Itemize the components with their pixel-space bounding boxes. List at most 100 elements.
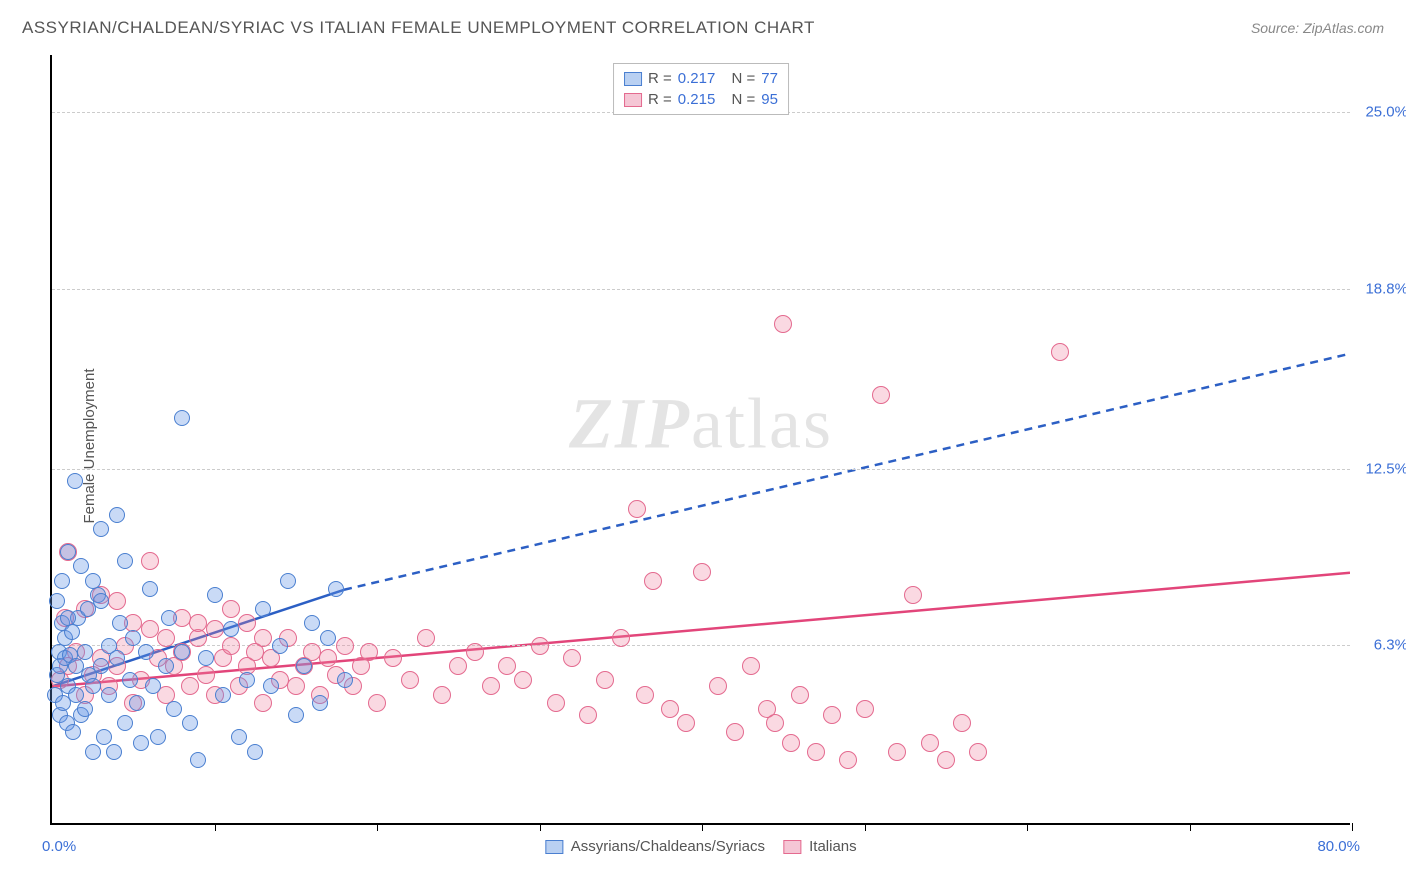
scatter-point-a — [112, 615, 128, 631]
x-tick — [215, 823, 216, 831]
scatter-point-b — [888, 743, 906, 761]
scatter-point-b — [596, 671, 614, 689]
scatter-point-b — [254, 629, 272, 647]
scatter-point-a — [129, 695, 145, 711]
scatter-point-a — [109, 507, 125, 523]
scatter-point-a — [85, 744, 101, 760]
series-a-name: Assyrians/Chaldeans/Syriacs — [571, 838, 765, 855]
scatter-point-a — [67, 473, 83, 489]
x-tick — [540, 823, 541, 831]
scatter-point-a — [158, 658, 174, 674]
scatter-point-a — [85, 678, 101, 694]
x-axis-max-label: 80.0% — [1317, 838, 1360, 855]
x-tick — [1352, 823, 1353, 831]
scatter-point-b — [677, 714, 695, 732]
scatter-point-b — [449, 657, 467, 675]
r-label-a: R = — [648, 70, 672, 87]
correlation-legend: R = 0.217 N = 77 R = 0.215 N = 95 — [613, 63, 789, 115]
scatter-point-b — [287, 677, 305, 695]
x-tick — [1190, 823, 1191, 831]
scatter-point-b — [360, 643, 378, 661]
scatter-point-b — [1051, 343, 1069, 361]
legend-row-series-b: R = 0.215 N = 95 — [624, 89, 778, 110]
y-tick-label: 12.5% — [1365, 460, 1406, 477]
scatter-point-a — [272, 638, 288, 654]
scatter-point-a — [190, 752, 206, 768]
scatter-point-a — [125, 630, 141, 646]
scatter-point-b — [823, 706, 841, 724]
x-axis-min-label: 0.0% — [42, 838, 76, 855]
trendlines-svg — [52, 55, 1350, 823]
scatter-point-a — [138, 644, 154, 660]
legend-row-series-a: R = 0.217 N = 77 — [624, 68, 778, 89]
scatter-point-b — [579, 706, 597, 724]
scatter-point-b — [466, 643, 484, 661]
series-legend: Assyrians/Chaldeans/Syriacs Italians — [545, 838, 856, 855]
scatter-point-a — [54, 573, 70, 589]
scatter-point-b — [791, 686, 809, 704]
scatter-point-b — [433, 686, 451, 704]
scatter-point-b — [547, 694, 565, 712]
trendline — [344, 354, 1350, 590]
scatter-point-a — [247, 744, 263, 760]
x-tick — [865, 823, 866, 831]
scatter-point-b — [904, 586, 922, 604]
scatter-point-a — [328, 581, 344, 597]
scatter-point-b — [563, 649, 581, 667]
r-value-a: 0.217 — [678, 70, 716, 87]
watermark-atlas: atlas — [691, 383, 833, 463]
scatter-point-a — [60, 610, 76, 626]
scatter-point-a — [255, 601, 271, 617]
scatter-point-b — [726, 723, 744, 741]
scatter-point-a — [93, 593, 109, 609]
scatter-point-b — [222, 600, 240, 618]
scatter-point-a — [166, 701, 182, 717]
scatter-point-a — [117, 553, 133, 569]
n-label-b: N = — [732, 91, 756, 108]
swatch-series-a — [624, 72, 642, 86]
watermark: ZIPatlas — [569, 382, 833, 465]
r-value-b: 0.215 — [678, 91, 716, 108]
scatter-point-a — [77, 701, 93, 717]
plot-area: ZIPatlas R = 0.217 N = 77 R = 0.215 N = … — [50, 55, 1350, 825]
scatter-point-a — [73, 558, 89, 574]
scatter-point-a — [215, 687, 231, 703]
scatter-point-a — [60, 544, 76, 560]
scatter-point-a — [96, 729, 112, 745]
series-b-name: Italians — [809, 838, 857, 855]
scatter-point-a — [239, 672, 255, 688]
scatter-point-a — [223, 621, 239, 637]
scatter-point-b — [953, 714, 971, 732]
scatter-point-b — [839, 751, 857, 769]
scatter-point-b — [661, 700, 679, 718]
scatter-point-b — [401, 671, 419, 689]
gridline — [52, 469, 1350, 470]
scatter-point-b — [969, 743, 987, 761]
scatter-point-a — [133, 735, 149, 751]
scatter-point-a — [109, 650, 125, 666]
scatter-point-b — [368, 694, 386, 712]
scatter-point-b — [238, 614, 256, 632]
scatter-point-b — [206, 620, 224, 638]
scatter-point-b — [254, 694, 272, 712]
n-value-a: 77 — [761, 70, 778, 87]
x-tick — [1027, 823, 1028, 831]
scatter-point-b — [319, 649, 337, 667]
scatter-point-a — [337, 672, 353, 688]
scatter-point-b — [108, 592, 126, 610]
scatter-point-b — [856, 700, 874, 718]
scatter-point-a — [312, 695, 328, 711]
scatter-point-a — [77, 644, 93, 660]
scatter-point-b — [141, 620, 159, 638]
n-value-b: 95 — [761, 91, 778, 108]
scatter-point-b — [181, 677, 199, 695]
scatter-point-b — [644, 572, 662, 590]
scatter-point-a — [117, 715, 133, 731]
n-label-a: N = — [732, 70, 756, 87]
scatter-point-a — [296, 658, 312, 674]
chart-title: ASSYRIAN/CHALDEAN/SYRIAC VS ITALIAN FEMA… — [22, 18, 815, 38]
scatter-point-a — [182, 715, 198, 731]
legend-item-series-a: Assyrians/Chaldeans/Syriacs — [545, 838, 765, 855]
r-label-b: R = — [648, 91, 672, 108]
scatter-point-b — [872, 386, 890, 404]
